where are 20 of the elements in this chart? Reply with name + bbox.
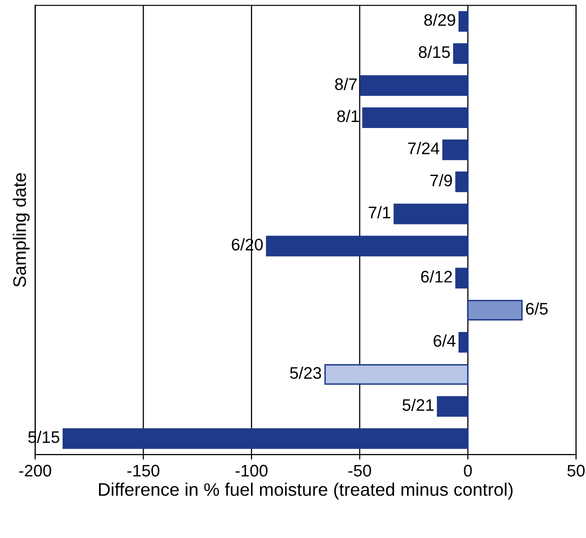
x-tick-label: 50 [567, 464, 585, 477]
y-tick-label: 7/24 [408, 142, 440, 154]
y-tick-label: 7/9 [430, 174, 452, 186]
x-tick-label: -100 [236, 464, 268, 477]
x-axis-title: Difference in % fuel moisture (treated minus control) [99, 482, 513, 500]
y-tick-label: 6/12 [421, 270, 452, 283]
y-tick-label: 8/29 [424, 14, 456, 26]
y-tick-label: 6/4 [434, 334, 456, 347]
y-tick-label: 6/5 [526, 302, 548, 315]
x-tick-label: -150 [127, 464, 160, 477]
y-tick-label: 5/23 [290, 366, 322, 379]
y-tick-label: 8/15 [418, 46, 450, 58]
y-tick-label: 8/1 [337, 110, 359, 122]
y-tick-label: 7/1 [368, 206, 390, 218]
x-tick-label: 0 [464, 464, 472, 477]
y-tick-label: 8/7 [335, 78, 357, 90]
x-tick-label: -200 [19, 464, 52, 477]
x-tick-label: -50 [348, 464, 372, 477]
y-axis-title: Sampling date [12, 173, 30, 287]
y-tick-label: 5/21 [402, 398, 434, 411]
